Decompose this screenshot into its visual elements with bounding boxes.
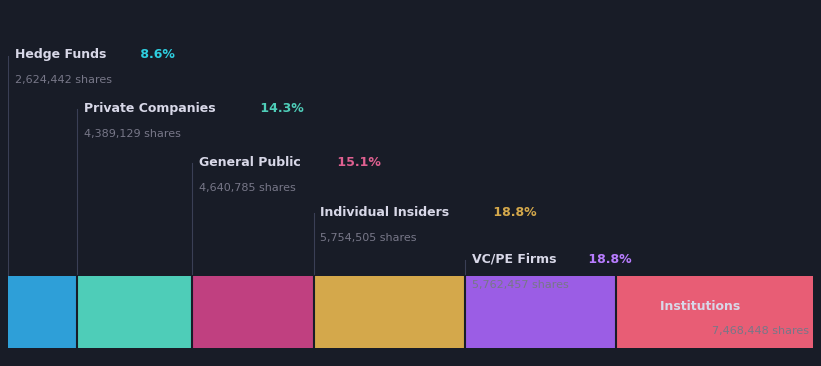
Text: Private Companies: Private Companies bbox=[84, 102, 220, 115]
Text: 7,468,448 shares: 7,468,448 shares bbox=[712, 326, 809, 336]
Text: 15.1%: 15.1% bbox=[333, 156, 381, 169]
Text: 24.4%: 24.4% bbox=[761, 299, 809, 313]
Bar bbox=[8, 276, 77, 348]
Bar bbox=[77, 276, 192, 348]
Text: 18.8%: 18.8% bbox=[489, 206, 537, 219]
Text: 4,640,785 shares: 4,640,785 shares bbox=[199, 183, 296, 193]
Bar bbox=[466, 276, 617, 348]
Text: 18.8%: 18.8% bbox=[584, 253, 631, 266]
Text: Individual Insiders: Individual Insiders bbox=[320, 206, 454, 219]
Text: 14.3%: 14.3% bbox=[256, 102, 304, 115]
Text: 5,762,457 shares: 5,762,457 shares bbox=[471, 280, 568, 290]
Text: Institutions: Institutions bbox=[660, 299, 745, 313]
Text: VC/PE Firms: VC/PE Firms bbox=[471, 253, 561, 266]
Text: 4,389,129 shares: 4,389,129 shares bbox=[84, 129, 181, 139]
Text: Hedge Funds: Hedge Funds bbox=[15, 49, 110, 61]
Bar bbox=[192, 276, 314, 348]
Bar bbox=[617, 276, 813, 348]
Text: General Public: General Public bbox=[199, 156, 305, 169]
Text: 2,624,442 shares: 2,624,442 shares bbox=[15, 75, 112, 85]
Text: 5,754,505 shares: 5,754,505 shares bbox=[320, 233, 417, 243]
Bar bbox=[314, 276, 466, 348]
Text: 8.6%: 8.6% bbox=[135, 49, 175, 61]
